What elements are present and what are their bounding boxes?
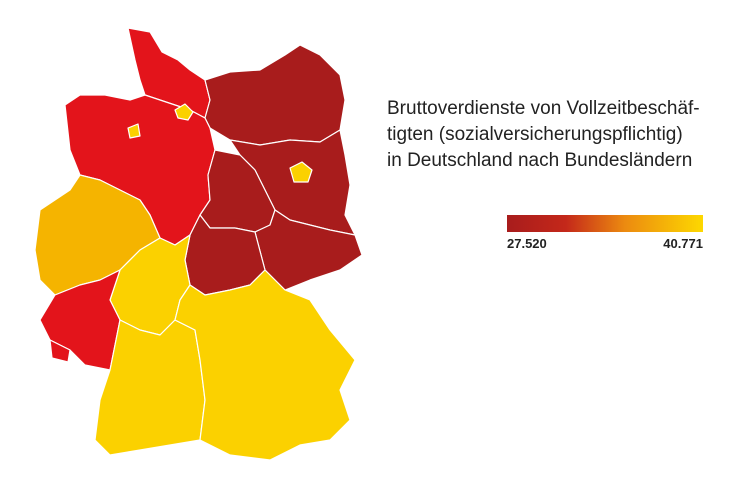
legend-min: 27.520 <box>507 236 547 251</box>
legend-gradient <box>507 215 703 232</box>
title: Bruttoverdienste von Vollzeitbeschäf- ti… <box>387 98 700 171</box>
state-region <box>174 269 356 461</box>
state-region <box>289 161 313 183</box>
state-region <box>174 103 194 121</box>
legend-max: 40.771 <box>663 236 703 251</box>
state-region <box>204 44 346 146</box>
title-line: in Deutschland nach Bundesländern <box>387 150 692 171</box>
state-region <box>127 123 141 139</box>
title-line: Bruttoverdienste von Vollzeitbeschäf- <box>387 98 700 119</box>
legend: 27.520 40.771 <box>507 215 703 251</box>
germany-map <box>34 27 363 461</box>
title-line: tigten (sozialversicherungspflichtig) <box>387 124 683 145</box>
state-region <box>49 339 71 363</box>
